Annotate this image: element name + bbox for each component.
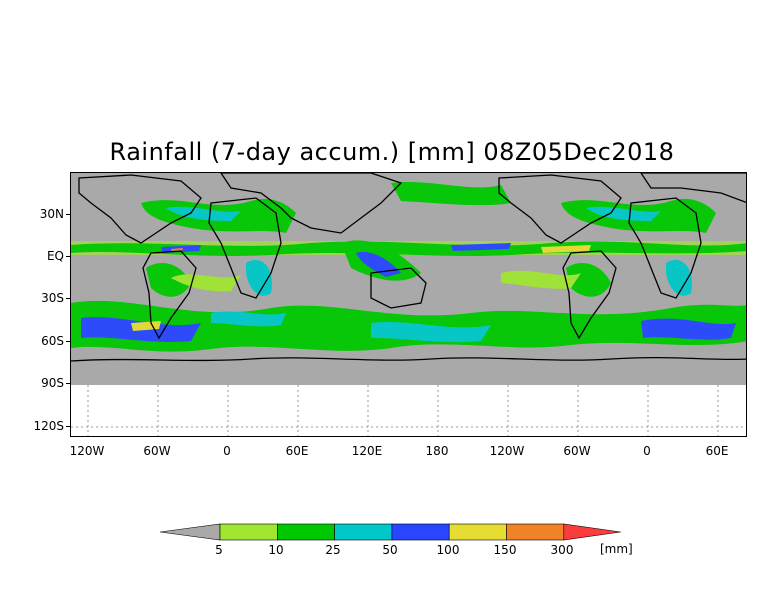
- lat-label-60s: 60S: [41, 334, 64, 348]
- lon-label: 120W: [69, 444, 105, 458]
- lat-tick: [66, 426, 70, 427]
- lon-label: 0: [643, 444, 651, 458]
- legend-label-150: 150: [493, 543, 517, 557]
- legend-label-5: 5: [215, 543, 223, 557]
- lon-label: 60E: [705, 444, 729, 458]
- legend-label-10: 10: [268, 543, 284, 557]
- lat-label-30n: 30N: [39, 207, 64, 221]
- legend-label-25: 25: [325, 543, 341, 557]
- legend-swatch: [506, 523, 565, 541]
- legend-swatch: [334, 523, 393, 541]
- lat-label-30s: 30S: [41, 291, 64, 305]
- lon-label: 60W: [143, 444, 171, 458]
- legend-swatch: [219, 523, 278, 541]
- lat-tick: [66, 298, 70, 299]
- grid-lines: [71, 385, 746, 436]
- legend-swatch: [160, 523, 221, 541]
- legend-label-100: 100: [436, 543, 460, 557]
- legend-swatch: [391, 523, 450, 541]
- lon-label: 120W: [489, 444, 525, 458]
- legend-swatch: [563, 523, 621, 541]
- lon-label: 60W: [563, 444, 591, 458]
- lat-tick: [66, 256, 70, 257]
- lon-label: 120E: [351, 444, 383, 458]
- legend-colorbar: [160, 523, 621, 541]
- lat-tick: [66, 341, 70, 342]
- lat-tick: [66, 214, 70, 215]
- legend-units: [mm]: [600, 542, 633, 556]
- map-title: Rainfall (7-day accum.) [mm] 08Z05Dec201…: [109, 138, 675, 166]
- coastlines: [71, 173, 746, 362]
- lon-label: 60E: [285, 444, 309, 458]
- lat-label-120s: 120S: [33, 419, 64, 433]
- rainfall-map: [70, 172, 747, 437]
- legend-swatch: [448, 523, 507, 541]
- legend-swatch: [277, 523, 335, 541]
- lon-label: 180: [425, 444, 449, 458]
- lat-tick: [66, 383, 70, 384]
- no-data-area: [71, 385, 746, 436]
- legend-label-300: 300: [550, 543, 574, 557]
- lat-label-eq: EQ: [46, 249, 64, 263]
- lon-label: 0: [223, 444, 231, 458]
- legend-label-50: 50: [382, 543, 398, 557]
- lat-label-90s: 90S: [41, 376, 64, 390]
- map-canvas: [71, 173, 746, 436]
